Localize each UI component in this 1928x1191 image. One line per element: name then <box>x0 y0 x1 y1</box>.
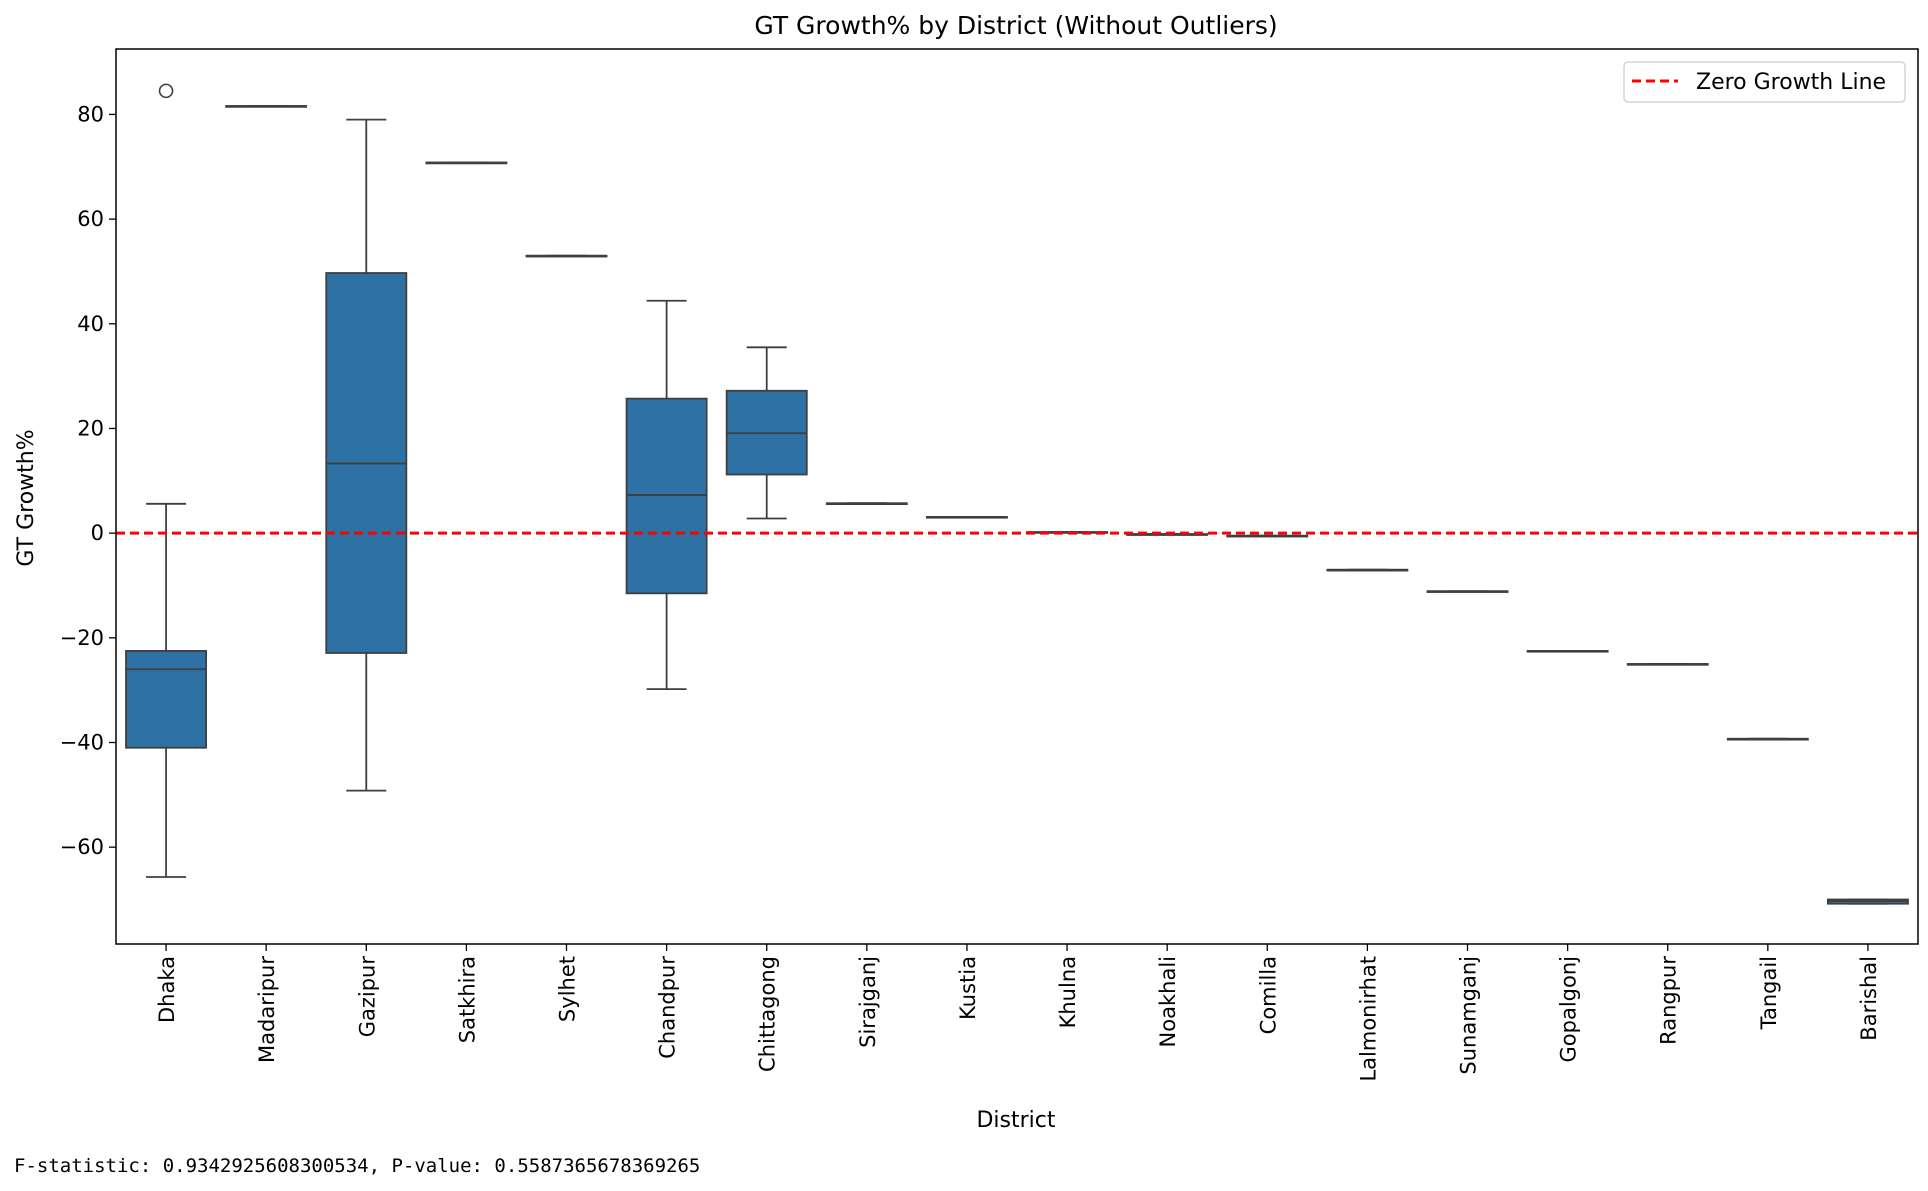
box-chandpur <box>625 299 708 691</box>
y-tick-label: −40 <box>60 730 104 754</box>
box-lalmonirhat <box>1326 568 1409 572</box>
outlier-point <box>158 83 174 99</box>
y-tick-label: 0 <box>91 521 104 545</box>
x-tick-label: Barishal <box>1857 956 1881 1041</box>
box-tangail <box>1726 737 1809 741</box>
x-tick-label: Sirajganj <box>856 956 880 1048</box>
y-tick-label: 80 <box>77 102 104 126</box>
x-axis-label: District <box>976 1108 1055 1133</box>
y-axis-label: GT Growth% <box>14 429 39 566</box>
box-satkhira <box>425 161 508 165</box>
x-tick-label: Khulna <box>1056 956 1080 1028</box>
box-gazipur <box>325 118 408 792</box>
y-tick-label: 60 <box>77 207 104 231</box>
x-tick-label: Tangail <box>1757 956 1781 1030</box>
y-tick-label: −20 <box>60 626 104 650</box>
x-tick-label: Madaripur <box>255 956 279 1063</box>
x-tick-label: Kustia <box>956 956 980 1020</box>
x-tick-label: Comilla <box>1256 956 1280 1034</box>
box-sirajganj <box>825 502 908 506</box>
y-tick-label: 40 <box>77 312 104 336</box>
legend-label-zero-growth: Zero Growth Line <box>1696 70 1886 95</box>
box-barishal <box>1827 898 1909 905</box>
x-tick-label: Sylhet <box>556 956 580 1022</box>
box-chittagong <box>725 346 808 520</box>
x-tick-label: Chandpur <box>656 956 680 1059</box>
x-tick-label: Chittagong <box>756 956 780 1072</box>
plot-frame <box>115 48 1919 945</box>
x-tick-label: Sunamganj <box>1457 956 1481 1075</box>
box-sunamganj <box>1426 590 1509 593</box>
legend: Zero Growth Line <box>1623 61 1906 103</box>
x-tick-label: Lalmonirhat <box>1356 956 1380 1082</box>
box-dhaka <box>125 83 207 878</box>
legend-frame <box>1623 61 1906 103</box>
plot-content <box>116 83 1918 905</box>
y-tick-label: −60 <box>60 835 104 859</box>
box-madaripur <box>225 105 308 108</box>
x-tick-label: Noakhali <box>1156 956 1180 1047</box>
box-sylhet <box>525 254 608 258</box>
box-kustia <box>926 516 1008 519</box>
box-gopalgonj <box>1526 650 1609 653</box>
box-rangpur <box>1626 663 1709 666</box>
x-tick-label: Dhaka <box>155 956 179 1023</box>
box-khulna <box>1026 531 1108 534</box>
chart-title: GT Growth% by District (Without Outliers… <box>754 11 1277 40</box>
box-iqr <box>125 650 207 749</box>
x-tick-label: Rangpur <box>1657 956 1681 1045</box>
y-tick-label: 20 <box>77 416 104 440</box>
box-iqr <box>625 397 708 595</box>
box-comilla <box>1226 534 1309 538</box>
statistics-output-line: F-statistic: 0.9342925608300534, P-value… <box>14 1155 701 1177</box>
x-tick-label: Gazipur <box>355 956 379 1038</box>
x-tick-label: Satkhira <box>455 956 479 1043</box>
x-tick-label: Gopalgonj <box>1557 956 1581 1062</box>
